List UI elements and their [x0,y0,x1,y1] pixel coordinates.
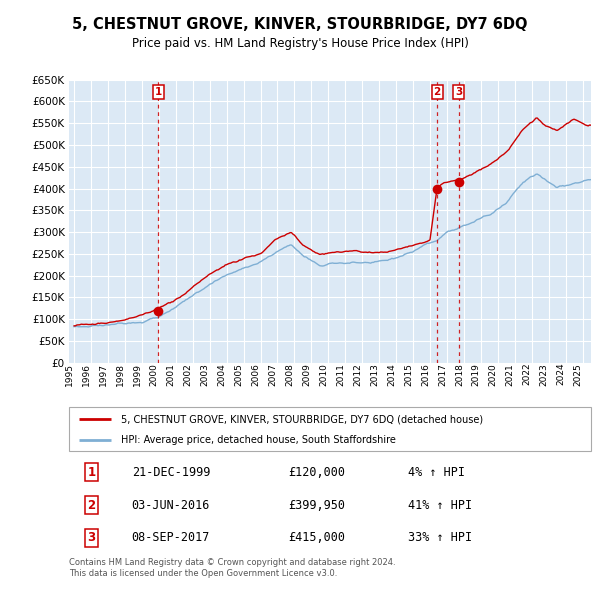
Text: 1995: 1995 [65,363,74,386]
Text: 2: 2 [433,87,441,97]
Text: 1998: 1998 [116,363,125,386]
Text: 2020: 2020 [489,363,498,386]
Text: 2024: 2024 [557,363,566,385]
Text: 2000: 2000 [150,363,159,386]
Text: 2013: 2013 [370,363,379,386]
Text: 2022: 2022 [523,363,532,385]
Text: 1999: 1999 [133,363,142,386]
Text: 08-SEP-2017: 08-SEP-2017 [131,531,210,544]
Text: 5, CHESTNUT GROVE, KINVER, STOURBRIDGE, DY7 6DQ (detached house): 5, CHESTNUT GROVE, KINVER, STOURBRIDGE, … [121,415,484,424]
Text: Contains HM Land Registry data © Crown copyright and database right 2024.
This d: Contains HM Land Registry data © Crown c… [69,558,395,578]
Text: 3: 3 [88,531,95,544]
Text: 2015: 2015 [404,363,413,386]
Text: £415,000: £415,000 [288,531,345,544]
Text: £399,950: £399,950 [288,499,345,512]
Text: 2016: 2016 [421,363,430,386]
Text: 2001: 2001 [167,363,176,386]
Text: 2010: 2010 [319,363,328,386]
Text: 2017: 2017 [438,363,447,386]
Text: 21-DEC-1999: 21-DEC-1999 [131,466,210,479]
Text: 2006: 2006 [251,363,260,386]
Text: 2018: 2018 [455,363,464,386]
Text: 2021: 2021 [506,363,515,386]
FancyBboxPatch shape [69,407,591,451]
Text: 2008: 2008 [286,363,295,386]
Text: 2004: 2004 [218,363,227,386]
Text: 1996: 1996 [82,363,91,386]
Text: 2014: 2014 [387,363,396,386]
Text: 2003: 2003 [200,363,209,386]
Text: 2019: 2019 [472,363,481,386]
Text: 1: 1 [88,466,95,479]
Text: 2: 2 [88,499,95,512]
Text: 33% ↑ HPI: 33% ↑ HPI [409,531,472,544]
Text: 03-JUN-2016: 03-JUN-2016 [131,499,210,512]
Text: 2023: 2023 [539,363,548,386]
Text: 4% ↑ HPI: 4% ↑ HPI [409,466,466,479]
Text: HPI: Average price, detached house, South Staffordshire: HPI: Average price, detached house, Sout… [121,435,396,445]
Text: 5, CHESTNUT GROVE, KINVER, STOURBRIDGE, DY7 6DQ: 5, CHESTNUT GROVE, KINVER, STOURBRIDGE, … [72,17,528,31]
Text: 1: 1 [155,87,162,97]
Text: 2002: 2002 [184,363,193,386]
Text: 3: 3 [455,87,462,97]
Text: 2007: 2007 [268,363,277,386]
Text: 2011: 2011 [336,363,345,386]
Text: 2005: 2005 [235,363,244,386]
Text: 2012: 2012 [353,363,362,386]
Text: Price paid vs. HM Land Registry's House Price Index (HPI): Price paid vs. HM Land Registry's House … [131,37,469,50]
Text: 41% ↑ HPI: 41% ↑ HPI [409,499,472,512]
Text: £120,000: £120,000 [288,466,345,479]
Text: 2025: 2025 [574,363,583,386]
Text: 1997: 1997 [99,363,108,386]
Text: 2009: 2009 [302,363,311,386]
